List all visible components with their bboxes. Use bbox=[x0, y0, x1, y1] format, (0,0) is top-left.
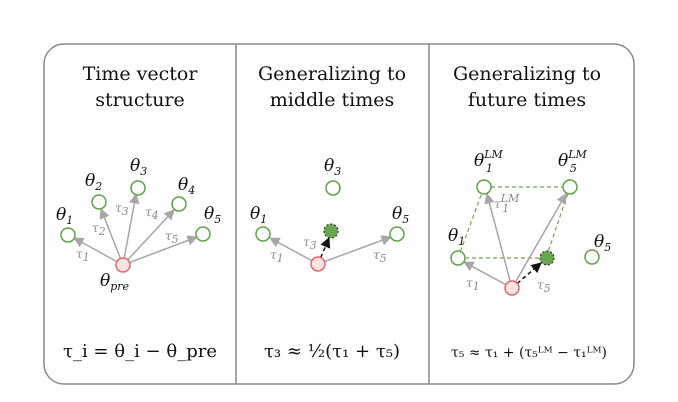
panel2-equation: τ₃ ≈ ½(τ₁ + τ₅) bbox=[264, 341, 400, 362]
label-theta1: θ1 bbox=[56, 205, 73, 227]
panel2-arrows bbox=[269, 235, 392, 265]
arrow-tau3-dashed bbox=[317, 237, 331, 265]
node-theta5 bbox=[584, 249, 600, 265]
node-theta-pre bbox=[310, 256, 326, 272]
node-theta3 bbox=[130, 180, 146, 196]
arrow-tau1 bbox=[269, 237, 319, 265]
panel2-title-line1: Generalizing to bbox=[258, 63, 406, 85]
panel3-title-line2: future times bbox=[468, 89, 586, 111]
label-tau5: τ5 bbox=[373, 248, 387, 265]
dashed-edge-right bbox=[545, 186, 571, 259]
node-theta2 bbox=[91, 194, 107, 210]
label-theta1-lm: θLM 1 bbox=[474, 148, 504, 175]
panel3-dashed-parallelogram bbox=[457, 186, 571, 259]
label-theta1: θ1 bbox=[250, 204, 267, 226]
arrow-tau5 bbox=[122, 235, 198, 266]
node-theta1-lm bbox=[476, 179, 492, 195]
label-theta5: θ5 bbox=[392, 204, 409, 226]
node-theta-pre bbox=[504, 280, 520, 296]
panel2-title-line2: middle times bbox=[270, 89, 395, 111]
label-tau3: τ3 bbox=[115, 201, 129, 218]
node-theta3 bbox=[325, 180, 341, 196]
arrow-tau1 bbox=[463, 261, 513, 289]
outer-frame bbox=[43, 43, 635, 385]
arrow-tau4 bbox=[122, 209, 175, 266]
arrow-tau1-lm bbox=[484, 192, 513, 289]
label-theta5: θ5 bbox=[594, 232, 611, 254]
node-theta1 bbox=[60, 227, 76, 243]
label-tau3: τ3 bbox=[303, 235, 317, 252]
label-theta3: θ3 bbox=[130, 156, 147, 178]
panel3-arrows bbox=[463, 192, 567, 289]
label-tau1-lm: τLM 1 bbox=[494, 192, 520, 215]
panel1-arrows bbox=[73, 192, 198, 266]
label-theta2: θ2 bbox=[85, 171, 102, 193]
panel3-title-line1: Generalizing to bbox=[453, 63, 601, 85]
node-theta4 bbox=[171, 196, 187, 212]
label-tau1: τ1 bbox=[76, 247, 90, 264]
arrow-tau2 bbox=[99, 208, 124, 266]
arrow-tau5-dashed bbox=[511, 262, 542, 289]
label-tau1: τ1 bbox=[466, 276, 480, 293]
arrow-tau5 bbox=[317, 235, 392, 265]
panel-middle-times: Generalizing to middle times θ3 θ1 θ5 τ1… bbox=[250, 63, 409, 362]
label-tau2: τ2 bbox=[92, 221, 106, 238]
node-theta5-lm bbox=[562, 179, 578, 195]
label-tau5: τ5 bbox=[165, 229, 179, 246]
node-predicted bbox=[539, 250, 555, 266]
label-tau5: τ5 bbox=[537, 278, 551, 295]
label-tau1: τ1 bbox=[270, 248, 284, 265]
arrow-tau1 bbox=[73, 237, 124, 266]
node-theta5 bbox=[195, 226, 211, 242]
panel1-title-line2: structure bbox=[95, 89, 185, 111]
label-theta4: θ4 bbox=[178, 175, 195, 197]
label-theta5: θ5 bbox=[204, 204, 221, 226]
panel3-equation: τ₅ ≈ τ₁ + (τ₅ᴸᴹ − τ₁ᴸᴹ) bbox=[451, 345, 607, 361]
node-theta1 bbox=[450, 250, 466, 266]
node-theta1 bbox=[255, 226, 271, 242]
label-theta-pre: θpre bbox=[100, 271, 130, 293]
label-theta1: θ1 bbox=[448, 226, 465, 248]
label-theta5-lm: θLM 5 bbox=[558, 148, 588, 175]
panel1-equation: τ_i = θ_i − θ_pre bbox=[63, 341, 217, 362]
node-predicted bbox=[323, 223, 339, 239]
arrow-tau5-lm bbox=[511, 193, 567, 289]
panel-future-times: Generalizing to future times θLM 1 θLM 5 θ… bbox=[448, 63, 611, 361]
panel-time-vector-structure: Time vector structure θ1 θ2 θ3 θ4 θ5 θpr… bbox=[56, 63, 221, 362]
panel1-title-line1: Time vector bbox=[83, 63, 199, 85]
dashed-edge-left bbox=[457, 186, 485, 259]
label-theta3: θ3 bbox=[324, 156, 341, 178]
node-theta-pre bbox=[115, 257, 131, 273]
arrow-tau3 bbox=[122, 192, 140, 266]
label-tau4: τ4 bbox=[145, 205, 159, 222]
node-theta5 bbox=[389, 226, 405, 242]
